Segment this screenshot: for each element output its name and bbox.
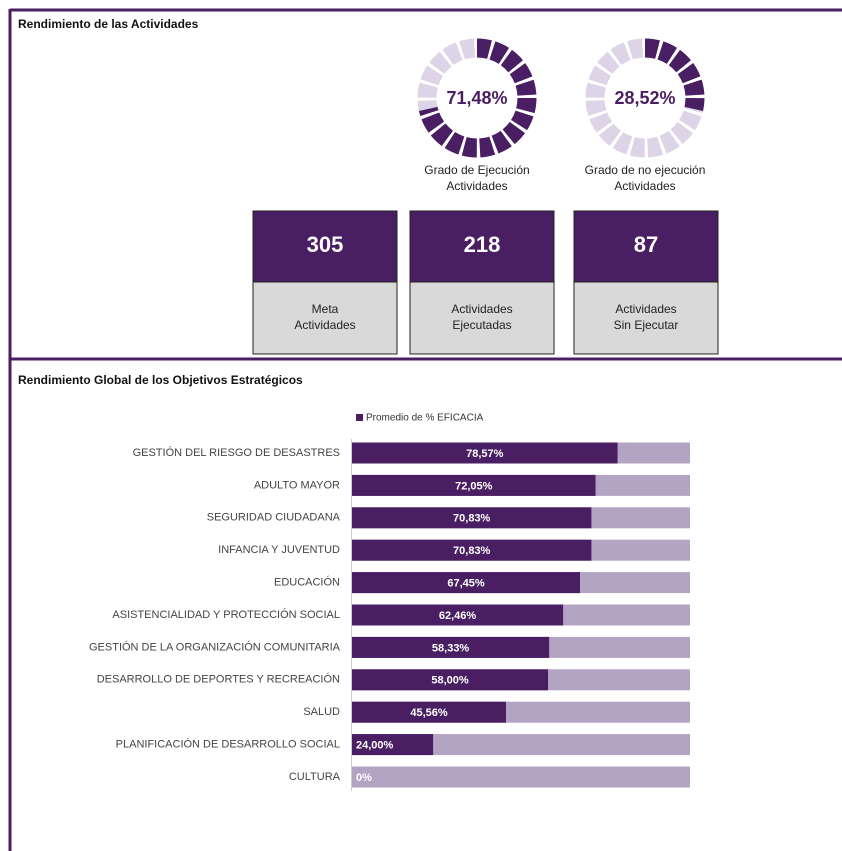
donut-value-arc: [644, 38, 705, 112]
section-title: Rendimiento de las Actividades: [18, 17, 199, 31]
kpi-card-bottom: [409, 281, 555, 355]
bar: [352, 474, 596, 496]
kpi-card-bottom: [252, 281, 398, 355]
category-label: EDUCACIÓN: [274, 576, 340, 589]
kpi-card-top: [252, 210, 398, 283]
category-label: ADULTO MAYOR: [254, 479, 340, 491]
kpi-label: Meta: [312, 302, 339, 316]
category-label: GESTIÓN DEL RIESGO DE DESASTRES: [133, 446, 340, 459]
bar: [352, 604, 564, 626]
bar-value-label: 58,00%: [431, 675, 469, 687]
bar: [352, 669, 549, 691]
section-title: Rendimiento Global de los Objetivos Estr…: [18, 373, 303, 387]
kpi-value: 87: [634, 232, 658, 257]
donut-caption: Actividades: [614, 179, 675, 193]
bar-value-label: 78,57%: [466, 448, 504, 460]
kpi-card-top: [409, 210, 555, 283]
donut-caption: Actividades: [446, 179, 507, 193]
donut-value-arc: [418, 38, 537, 158]
category-label: DESARROLLO DE DEPORTES Y RECREACIÓN: [97, 673, 340, 686]
kpi-label: Ejecutadas: [452, 318, 511, 332]
kpi-label: Actividades: [294, 318, 355, 332]
bar-value-label: 70,83%: [453, 513, 491, 525]
kpi-label: Actividades: [451, 302, 512, 316]
donut-value-label: 71,48%: [446, 88, 507, 108]
kpi-value: 218: [464, 232, 501, 257]
legend-label: Promedio de % EFICACIA: [366, 413, 484, 424]
bar-value-label: 24,00%: [356, 740, 394, 752]
bar-value-label: 58,33%: [432, 642, 470, 654]
category-label: CULTURA: [289, 771, 341, 783]
kpi-card-bottom: [573, 281, 719, 355]
kpi-label: Sin Ejecutar: [614, 318, 679, 332]
kpi-label: Actividades: [615, 302, 676, 316]
bar-value-label: 72,05%: [455, 480, 493, 492]
bar: [352, 701, 506, 723]
bar-value-label: 62,46%: [439, 610, 477, 622]
bar: [352, 539, 592, 561]
category-label: PLANIFICACIÓN DE DESARROLLO SOCIAL: [116, 738, 340, 751]
kpi-value: 305: [307, 232, 344, 257]
bar-value-label: 70,83%: [453, 545, 491, 557]
bar-track: [352, 734, 690, 756]
bar: [352, 734, 434, 756]
category-label: ASISTENCIALIDAD Y PROTECCIÓN SOCIAL: [112, 608, 340, 621]
category-label: INFANCIA Y JUVENTUD: [218, 544, 340, 556]
donut-value-label: 28,52%: [614, 88, 675, 108]
bar: [352, 636, 550, 658]
category-label: SALUD: [303, 706, 340, 718]
bar: [352, 572, 580, 594]
bar: [352, 442, 618, 464]
category-label: GESTIÓN DE LA ORGANIZACIÓN COMUNITARIA: [89, 640, 341, 653]
bar-value-label: 45,56%: [410, 707, 448, 719]
bar: [352, 507, 592, 529]
donut-caption: Grado de no ejecución: [585, 163, 706, 177]
bar-value-label: 67,45%: [447, 578, 485, 590]
legend-swatch: [356, 414, 363, 421]
category-label: SEGURIDAD CIUDADANA: [207, 512, 341, 524]
donut-caption: Grado de Ejecución: [424, 163, 529, 177]
bar-value-label: 0%: [356, 772, 372, 784]
bar-track: [352, 766, 690, 788]
